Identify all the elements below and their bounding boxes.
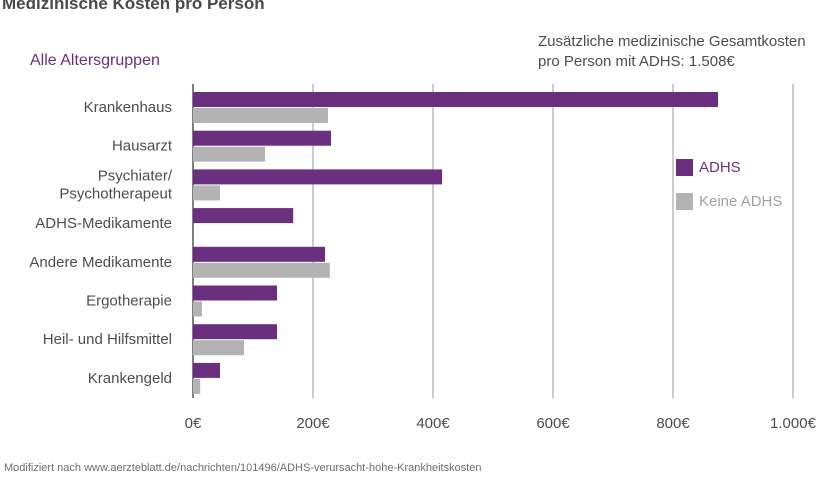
category-label: Psychiater/ — [98, 167, 173, 184]
x-tick-label: 200€ — [296, 415, 330, 432]
category-label: Heil- und Hilfsmittel — [43, 331, 172, 348]
legend-swatch-keine-adhs — [676, 192, 693, 210]
bar-adhs — [193, 246, 325, 262]
x-tick-label: 600€ — [536, 415, 570, 432]
total-cost-annotation: Zusätzliche medizinische Gesamtkosten pr… — [538, 32, 838, 72]
category-label: ADHS-Medikamente — [35, 215, 172, 232]
bar-adhs — [193, 92, 718, 107]
bar-keine-adhs — [193, 340, 244, 356]
x-tick-label: 800€ — [656, 415, 690, 432]
bar-keine-adhs — [193, 146, 265, 162]
bar-adhs — [193, 324, 277, 340]
legend-item-keine-adhs: Keine ADHS — [676, 190, 782, 212]
chart-title: Medizinische Kosten pro Person — [2, 0, 265, 13]
category-label: Krankenhaus — [84, 99, 172, 116]
bar-adhs — [193, 285, 277, 301]
bar-adhs — [193, 208, 294, 224]
bar-keine-adhs — [193, 185, 220, 201]
category-label: Ergotherapie — [86, 293, 172, 310]
category-label: Psychotherapeut — [59, 185, 172, 202]
annotation-line-1: Zusätzliche medizinische Gesamtkosten — [538, 33, 806, 50]
source-note: Modifiziert nach www.aerzteblatt.de/nach… — [4, 462, 482, 474]
legend-label-keine-adhs: Keine ADHS — [699, 192, 783, 210]
category-label: Krankengeld — [88, 370, 172, 387]
bar-keine-adhs — [193, 378, 201, 394]
legend: ADHS Keine ADHS — [676, 156, 782, 224]
annotation-line-2: pro Person mit ADHS: 1.508€ — [538, 53, 735, 70]
bar-keine-adhs — [193, 301, 202, 317]
category-label: Hausarzt — [112, 138, 173, 155]
bar-keine-adhs — [193, 262, 330, 278]
x-tick-label: 0€ — [185, 415, 202, 432]
legend-item-adhs: ADHS — [676, 156, 782, 178]
bar-keine-adhs — [193, 108, 328, 123]
x-tick-label: 400€ — [416, 415, 450, 432]
legend-label-adhs: ADHS — [699, 158, 741, 176]
chart-subtitle: Alle Altersgruppen — [30, 52, 160, 69]
legend-swatch-adhs — [676, 158, 693, 176]
category-label: Andere Medikamente — [29, 254, 172, 271]
bar-adhs — [193, 169, 442, 185]
x-tick-label: 1.000€ — [770, 415, 817, 432]
bar-adhs — [193, 362, 220, 378]
bar-adhs — [193, 130, 331, 146]
